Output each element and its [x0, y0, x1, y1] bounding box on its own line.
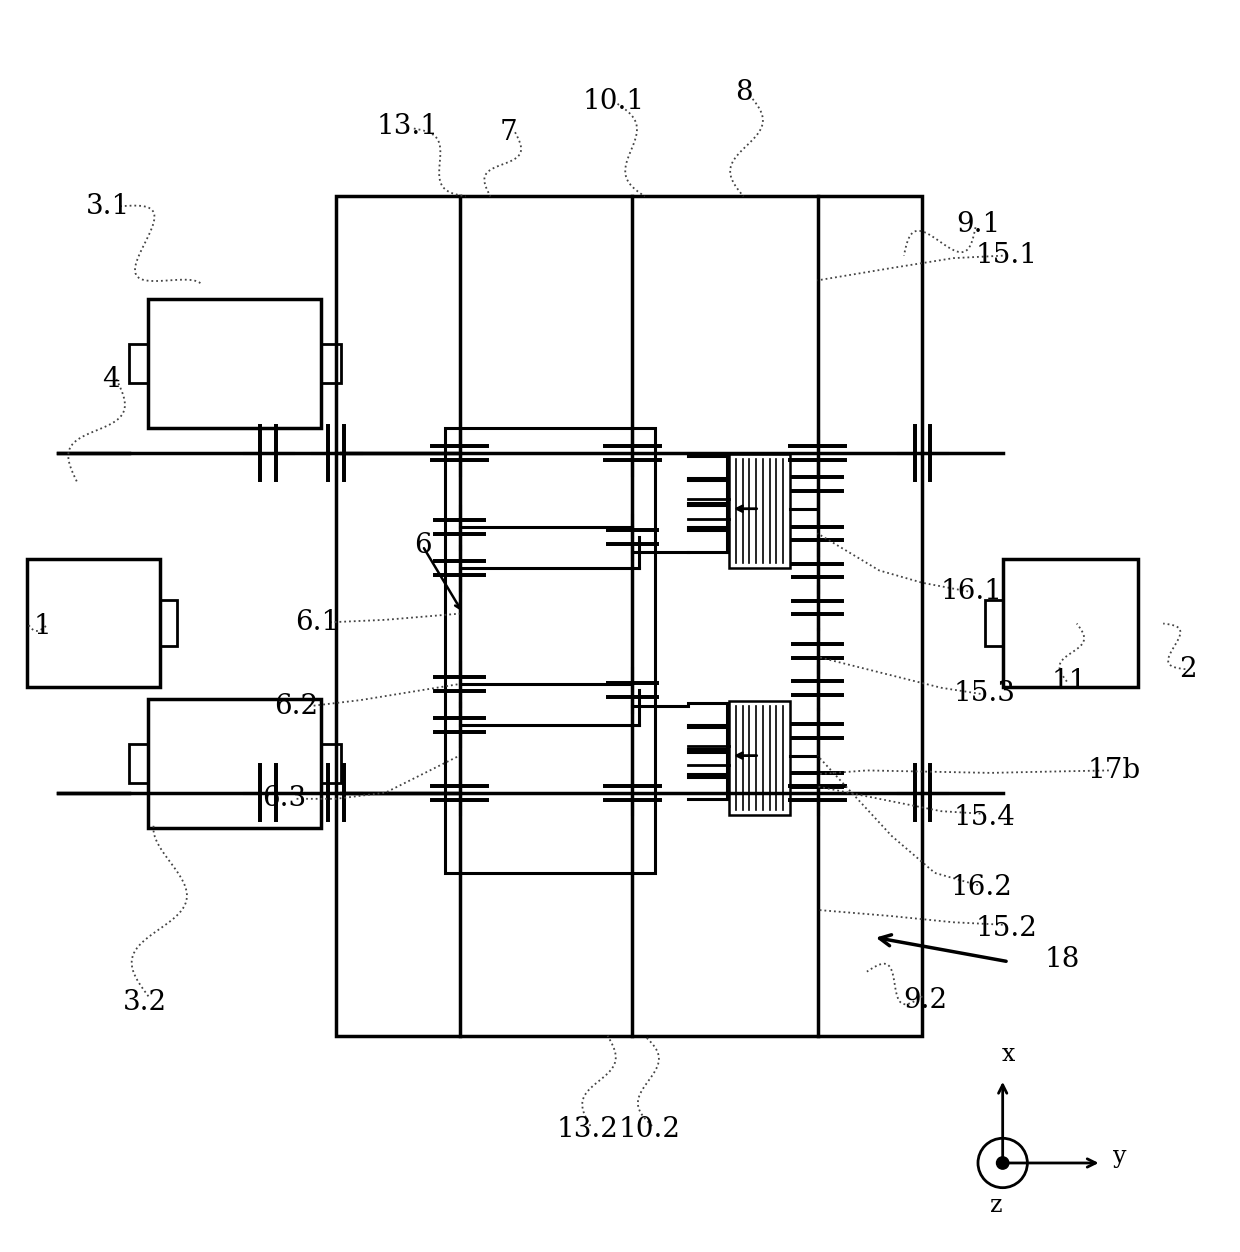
Bar	[149, 699, 321, 829]
Text: 10.1: 10.1	[583, 88, 645, 115]
Text: z: z	[991, 1194, 1003, 1217]
Text: 6.3: 6.3	[262, 785, 306, 813]
Text: 9.1: 9.1	[956, 212, 1001, 238]
Bar	[729, 454, 790, 568]
Bar	[445, 428, 655, 873]
Text: 3.1: 3.1	[86, 193, 130, 220]
Text: 2: 2	[1179, 656, 1197, 682]
Text: 16.2: 16.2	[951, 874, 1013, 901]
Text: y: y	[1114, 1146, 1127, 1168]
Text: 13.1: 13.1	[377, 113, 439, 139]
Text: 6.1: 6.1	[295, 608, 340, 636]
Text: 6.2: 6.2	[274, 692, 319, 720]
Bar	[27, 558, 160, 687]
Bar	[986, 600, 1003, 646]
Text: 6: 6	[414, 532, 432, 560]
Text: 15.3: 15.3	[954, 680, 1016, 707]
Text: 4: 4	[103, 366, 120, 393]
Circle shape	[997, 1157, 1009, 1169]
Text: 10.2: 10.2	[619, 1116, 681, 1143]
Bar	[321, 344, 341, 383]
Text: 11: 11	[1052, 669, 1087, 695]
Bar	[729, 701, 790, 815]
Text: 16.1: 16.1	[941, 578, 1003, 605]
Text: x: x	[1002, 1043, 1016, 1065]
Text: 17b: 17b	[1087, 757, 1141, 784]
Bar	[129, 344, 149, 383]
Bar	[149, 299, 321, 428]
Text: 9.2: 9.2	[903, 987, 947, 1014]
Bar	[160, 600, 177, 646]
Text: 3.2: 3.2	[123, 989, 167, 1017]
Text: 8: 8	[734, 79, 753, 106]
Text: 15.2: 15.2	[976, 915, 1038, 942]
Bar	[129, 744, 149, 782]
Text: 13.2: 13.2	[557, 1116, 619, 1143]
Bar	[321, 744, 341, 782]
Text: 15.1: 15.1	[976, 242, 1038, 269]
Bar	[336, 197, 923, 1035]
Text: 15.4: 15.4	[954, 804, 1016, 831]
Text: 1: 1	[33, 612, 51, 640]
Bar	[1003, 558, 1138, 687]
Text: 18: 18	[1044, 945, 1080, 973]
Text: 7: 7	[500, 119, 518, 145]
